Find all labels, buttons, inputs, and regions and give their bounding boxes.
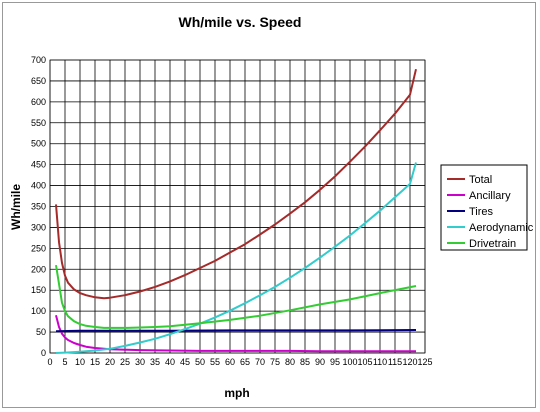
x-tick-label: 85: [300, 357, 310, 367]
y-tick-label: 400: [31, 181, 46, 191]
x-tick-label: 40: [165, 357, 175, 367]
legend-label-drivetrain: Drivetrain: [469, 238, 516, 250]
series-line-total: [55, 68, 417, 300]
y-axis-label: Wh/mile: [9, 184, 23, 230]
x-tick-label: 50: [195, 357, 205, 367]
y-tick-label: 300: [31, 222, 46, 232]
y-tick-label: 50: [36, 327, 46, 337]
x-tick-label: 35: [150, 357, 160, 367]
x-tick-label: 80: [285, 357, 295, 367]
legend-label-ancillary: Ancillary: [469, 190, 511, 202]
y-tick-label: 450: [31, 160, 46, 170]
y-tick-label: 550: [31, 118, 46, 128]
x-tick-label: 65: [240, 357, 250, 367]
x-tick-label: 125: [417, 357, 432, 367]
x-tick-label: 45: [180, 357, 190, 367]
series-line-aerodynamic: [55, 162, 417, 354]
x-tick-label: 55: [210, 357, 220, 367]
x-tick-label: 70: [255, 357, 265, 367]
series-line-drivetrain: [55, 264, 417, 329]
x-tick-label: 95: [330, 357, 340, 367]
x-tick-label: 120: [402, 357, 417, 367]
y-tick-label: 500: [31, 139, 46, 149]
x-tick-label: 10: [75, 357, 85, 367]
x-tick-label: 20: [105, 357, 115, 367]
x-tick-label: 60: [225, 357, 235, 367]
y-tick-label: 0: [41, 348, 46, 358]
legend-entries: Total Ancillary Tires Aerodynamic Drivetrain: [447, 174, 534, 250]
y-tick-label: 350: [31, 202, 46, 212]
y-tick-label: 150: [31, 285, 46, 295]
legend-label-aerodynamic: Aerodynamic: [469, 222, 534, 234]
x-tick-label: 5: [62, 357, 67, 367]
x-tick-label: 110: [373, 357, 387, 367]
legend-label-total: Total: [469, 174, 492, 186]
y-tick-label: 600: [31, 97, 46, 107]
x-tick-label: 105: [357, 357, 372, 367]
x-tick-label: 25: [120, 357, 130, 367]
y-tick-label: 100: [31, 306, 46, 316]
x-tick-label: 115: [388, 357, 402, 367]
x-tick-label: 15: [90, 357, 100, 367]
y-tick-label: 650: [31, 76, 46, 86]
y-tick-label: 700: [31, 55, 46, 65]
x-tick-label: 90: [315, 357, 325, 367]
chart-title: Wh/mile vs. Speed: [179, 14, 302, 30]
series-line-ancillary: [55, 315, 416, 353]
y-tick-labels: 0 50 100 150 200 250 300 350 400 450 500 550 600 650 7…: [31, 55, 46, 358]
y-tick-label: 250: [31, 243, 46, 253]
x-tick-labels: 0 5 10 15 20 25 30 35 40 45 50 55 60 65 70 75 80 85 90 95 10…: [47, 357, 432, 367]
x-tick-label: 75: [270, 357, 280, 367]
gridlines: [49, 59, 426, 354]
series-lines: [55, 68, 417, 354]
y-tick-label: 200: [31, 264, 46, 274]
x-tick-label: 0: [47, 357, 52, 367]
series-line-tires: [55, 329, 417, 333]
legend-label-tires: Tires: [469, 206, 494, 218]
x-tick-label: 100: [342, 357, 357, 367]
x-axis-label: mph: [224, 386, 249, 400]
x-tick-label: 30: [135, 357, 145, 367]
legend: Total Ancillary Tires Aerodynamic Drivetrain: [440, 164, 534, 251]
